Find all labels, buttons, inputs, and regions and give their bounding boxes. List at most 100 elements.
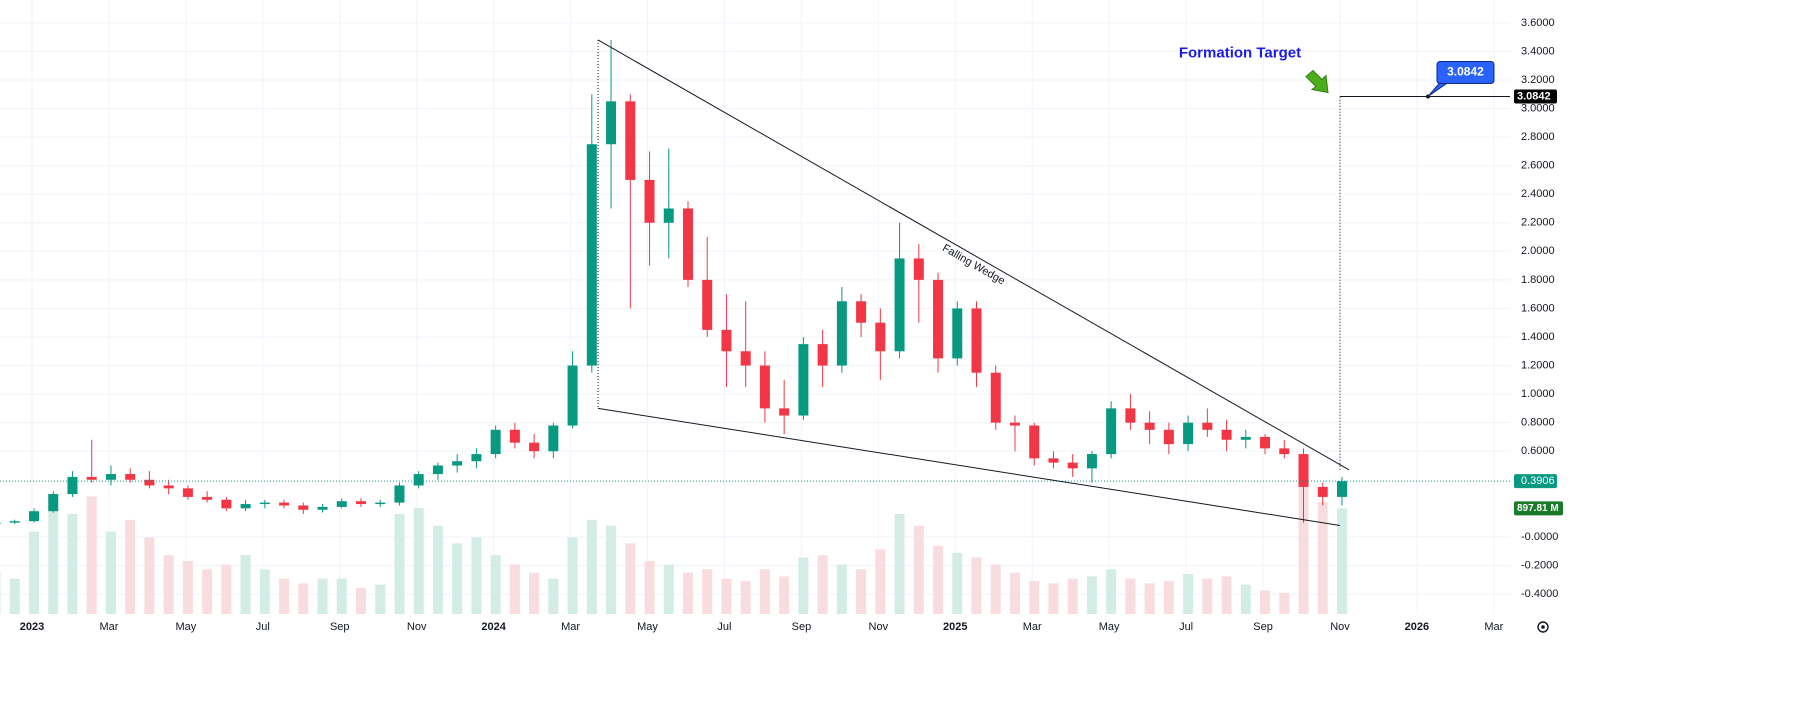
volume-bar — [375, 584, 386, 614]
volume-bar — [336, 578, 347, 614]
volume-bar — [1086, 576, 1097, 614]
target-callout-label: 3.0842 — [1447, 65, 1484, 79]
x-tick-label: 2025 — [943, 621, 967, 633]
volume-bar — [1029, 581, 1040, 614]
y-tick-label: -0.2000 — [1521, 559, 1558, 571]
candle-body — [1106, 408, 1117, 455]
candle-body — [548, 425, 559, 452]
candle-body — [9, 521, 20, 523]
target-axis-label: 3.0842 — [1517, 90, 1551, 102]
candle-body — [125, 474, 136, 480]
volume-bar — [67, 514, 78, 614]
volume-bar — [836, 564, 847, 614]
y-tick-label: 2.6000 — [1521, 160, 1555, 172]
axis-layer: 3.6000 3.4000 3.2000 3.0000 2.8000 2.6000 2.40… — [20, 17, 1563, 633]
settings-icon[interactable] — [1537, 621, 1549, 633]
candle-body — [1048, 458, 1059, 463]
candle-body — [1336, 481, 1347, 497]
candle-body — [529, 442, 540, 452]
candle-body — [586, 144, 597, 366]
x-tick-label: Sep — [792, 621, 812, 633]
candle-body — [221, 499, 232, 509]
y-tick-label: 2.2000 — [1521, 217, 1555, 229]
candle-body — [163, 485, 174, 489]
candle-body — [1125, 408, 1136, 423]
candle-body — [240, 504, 251, 509]
volume-bar — [625, 543, 636, 614]
volume-bar — [182, 561, 193, 614]
candle-body — [202, 496, 213, 500]
candle-body — [1202, 422, 1213, 430]
volume-label-box — [1514, 501, 1563, 516]
candle-body — [933, 279, 944, 359]
volume-bar — [48, 508, 59, 614]
volume-bar — [606, 525, 617, 614]
volume-bar — [298, 583, 309, 614]
volume-bar — [721, 578, 732, 614]
candle-body — [355, 501, 366, 505]
candle-body — [105, 474, 116, 480]
volume-bar — [702, 569, 713, 614]
volume-bar — [471, 537, 482, 614]
volume-bar — [240, 555, 251, 614]
x-tick-label: Nov — [407, 621, 427, 633]
candle-body — [740, 351, 751, 366]
candle-body — [1163, 429, 1174, 445]
candle-body — [663, 208, 674, 223]
current-price-box — [1514, 474, 1557, 489]
volume-bar — [894, 514, 905, 614]
volume-layer — [0, 484, 1347, 614]
x-tick-label: Mar — [1023, 621, 1042, 633]
y-tick-label: -0.0000 — [1521, 531, 1558, 543]
candle-body — [0, 522, 1, 525]
volume-bar — [856, 569, 867, 614]
volume-label: 897.81 M — [1517, 503, 1559, 514]
y-tick-label: 3.6000 — [1521, 17, 1555, 29]
volume-bar — [1144, 583, 1155, 614]
volume-bar — [1106, 569, 1117, 614]
x-tick-label: Nov — [1330, 621, 1350, 633]
candle-body — [779, 408, 790, 416]
candle-body — [1317, 486, 1328, 497]
candle-body — [798, 344, 809, 416]
candle-body — [606, 101, 617, 145]
candle-body — [317, 506, 328, 510]
volume-bar — [105, 531, 116, 614]
volume-bar — [202, 569, 213, 614]
volume-bar — [759, 569, 770, 614]
candle-body — [1067, 462, 1078, 469]
volume-bar — [990, 564, 1001, 614]
volume-bar — [1240, 584, 1251, 614]
candle-body — [625, 101, 636, 180]
volume-bar — [779, 576, 790, 614]
volume-bar — [740, 581, 751, 614]
candle-body — [1144, 422, 1155, 430]
volume-bar — [971, 557, 982, 614]
volume-bar — [1067, 578, 1078, 614]
x-tick-label: Jul — [1179, 621, 1193, 633]
volume-bar — [529, 572, 540, 614]
volume-bar — [490, 555, 501, 614]
x-tick-label: Mar — [1484, 621, 1503, 633]
y-tick-label: 3.0000 — [1521, 102, 1555, 114]
candle-body — [682, 208, 693, 280]
candle-body — [471, 454, 482, 462]
candle-body — [394, 485, 405, 503]
y-tick-label: 0.8000 — [1521, 417, 1555, 429]
volume-bar — [9, 578, 20, 614]
volume-bar — [682, 572, 693, 614]
candle-body — [1183, 422, 1194, 445]
candle-layer — [0, 39, 1347, 525]
candle-body — [1009, 422, 1020, 426]
candle-body — [817, 344, 828, 366]
volume-bar — [1317, 502, 1328, 614]
candle-body — [894, 258, 905, 352]
x-tick-label: Mar — [561, 621, 580, 633]
candle-body — [567, 365, 578, 426]
candle-body — [1260, 436, 1271, 449]
volume-bar — [1009, 572, 1020, 614]
candle-body — [1086, 454, 1097, 469]
x-tick-label: Nov — [869, 621, 889, 633]
candle-body — [856, 301, 867, 323]
y-tick-label: 3.4000 — [1521, 45, 1555, 57]
